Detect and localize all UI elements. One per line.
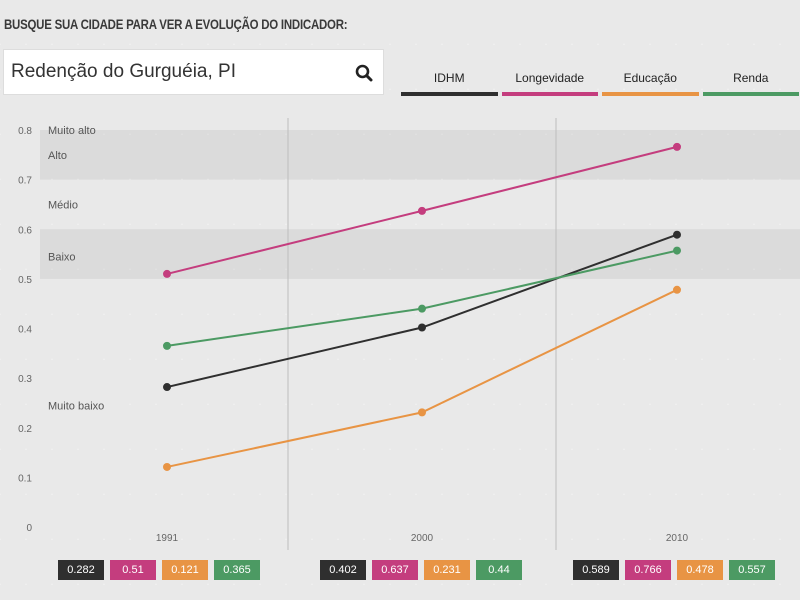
y-tick-label: 0.6 <box>18 225 32 236</box>
legend-item-educacao[interactable]: Educação <box>602 66 699 96</box>
band-label: Alto <box>48 150 67 162</box>
x-tick-label: 1991 <box>156 533 179 544</box>
value-box: 0.282 <box>58 560 104 580</box>
value-box: 0.44 <box>476 560 522 580</box>
legend-item-renda[interactable]: Renda <box>702 66 799 96</box>
data-point <box>418 304 426 313</box>
search-icon[interactable] <box>355 64 373 82</box>
value-box: 0.231 <box>424 560 470 580</box>
evolution-line-chart: 0 0.1 0.2 0.3 0.4 0.5 0.6 0.7 0.8 Muito alto Alto M… <box>18 118 800 550</box>
value-box: 0.365 <box>214 560 260 580</box>
data-point <box>418 323 426 332</box>
data-point <box>418 206 426 215</box>
search-prompt: BUSQUE SUA CIDADE PARA VER A EVOLUÇÃO DO… <box>4 16 348 32</box>
band-label: Muito baixo <box>48 400 104 412</box>
y-tick-label: 0.8 <box>18 126 32 137</box>
series-line <box>166 288 678 468</box>
data-point <box>163 383 171 392</box>
y-tick-label: 0.7 <box>18 176 32 187</box>
y-tick-label: 0.4 <box>18 325 32 336</box>
value-row: 0.589 0.766 0.478 0.557 <box>573 560 781 580</box>
data-point <box>163 341 171 350</box>
x-tick-label: 2010 <box>666 533 689 544</box>
band-label: Médio <box>48 199 78 211</box>
y-tick-label: 0 <box>26 523 32 534</box>
y-tick-label: 0.2 <box>18 424 32 435</box>
legend-item-longevidade[interactable]: Longevidade <box>501 66 598 96</box>
x-tick-label: 2000 <box>411 533 434 544</box>
value-box: 0.557 <box>729 560 775 580</box>
value-box: 0.589 <box>573 560 619 580</box>
band-label: Baixo <box>48 252 76 264</box>
data-point <box>163 269 171 278</box>
data-point <box>163 462 171 471</box>
city-search-box[interactable] <box>3 49 384 95</box>
value-box: 0.478 <box>677 560 723 580</box>
value-box: 0.637 <box>372 560 418 580</box>
y-tick-label: 0.5 <box>18 275 32 286</box>
chart-legend: IDHM Longevidade Educação Renda <box>401 66 799 96</box>
y-tick-label: 0.3 <box>18 374 32 385</box>
value-row: 0.282 0.51 0.121 0.365 <box>58 560 266 580</box>
band-alto <box>40 130 800 180</box>
value-box: 0.51 <box>110 560 156 580</box>
y-tick-label: 0.1 <box>18 473 32 484</box>
value-box: 0.121 <box>162 560 208 580</box>
data-point <box>673 246 681 255</box>
data-point <box>673 230 681 239</box>
value-box: 0.402 <box>320 560 366 580</box>
city-search-input[interactable] <box>4 50 344 94</box>
data-point <box>673 285 681 294</box>
data-point <box>418 408 426 417</box>
band-baixo <box>40 229 800 279</box>
data-point <box>673 142 681 151</box>
legend-item-idhm[interactable]: IDHM <box>401 66 498 96</box>
value-row: 0.402 0.637 0.231 0.44 <box>320 560 528 580</box>
band-label: Muito alto <box>48 125 96 137</box>
value-box: 0.766 <box>625 560 671 580</box>
